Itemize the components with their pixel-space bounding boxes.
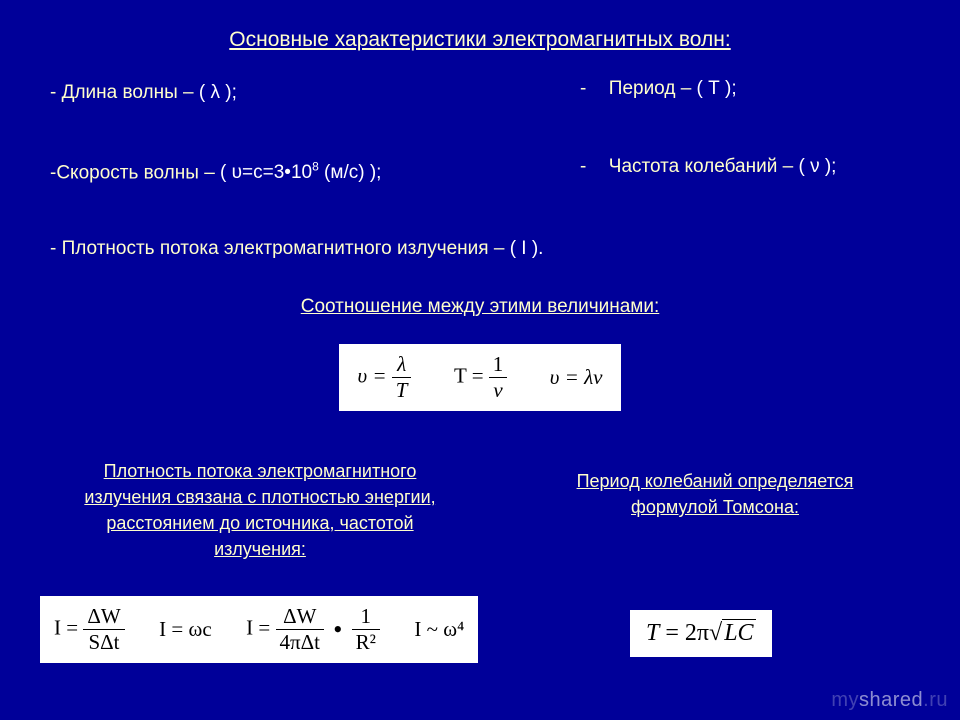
page-title: Основные характеристики электромагнитных… — [0, 0, 960, 52]
note-thomson: Период колебаний определяется формулой Т… — [500, 468, 930, 520]
note-intensity: Плотность потока электромагнитного излуч… — [40, 458, 480, 562]
freq-symbol: ( ν ); — [798, 156, 836, 177]
relations-formula-box: υ = λT T = 1ν υ = λν — [339, 344, 620, 411]
intensity-formula-box: I = ΔWSΔt I = ωс I = ΔW4πΔt • 1R² I ~ ω⁴ — [40, 596, 478, 663]
period-dash: - — [580, 78, 586, 99]
watermark: myshared.ru — [831, 689, 948, 712]
thomson-formula-box: T = 2π√LC — [630, 610, 772, 657]
item-speed: -Скорость волны – ( υ=с=3•108 (м/с) ); — [50, 160, 381, 184]
period-label: Период – — [609, 78, 697, 99]
speed-label: -Скорость волны – — [50, 162, 220, 183]
item-frequency: - Частота колебаний – ( ν ); — [580, 156, 836, 178]
item-period: - Период – ( Т ); — [580, 78, 737, 100]
wavelength-label: - Длина волны – — [50, 82, 199, 103]
freq-dash: - — [580, 156, 586, 177]
intensity-label: - Плотность потока электромагнитного изл… — [50, 238, 510, 259]
item-wavelength: - Длина волны – ( λ ); — [50, 82, 237, 104]
wavelength-symbol: ( λ ); — [199, 82, 237, 103]
item-intensity: - Плотность потока электромагнитного изл… — [50, 238, 543, 260]
speed-symbol: ( υ=с=3•108 (м/с) ); — [220, 162, 381, 183]
intensity-symbol: ( I ). — [510, 238, 544, 259]
period-symbol: ( Т ); — [697, 78, 737, 99]
subtitle-relations: Соотношение между этими величинами: — [0, 296, 960, 318]
freq-label: Частота колебаний – — [609, 156, 799, 177]
